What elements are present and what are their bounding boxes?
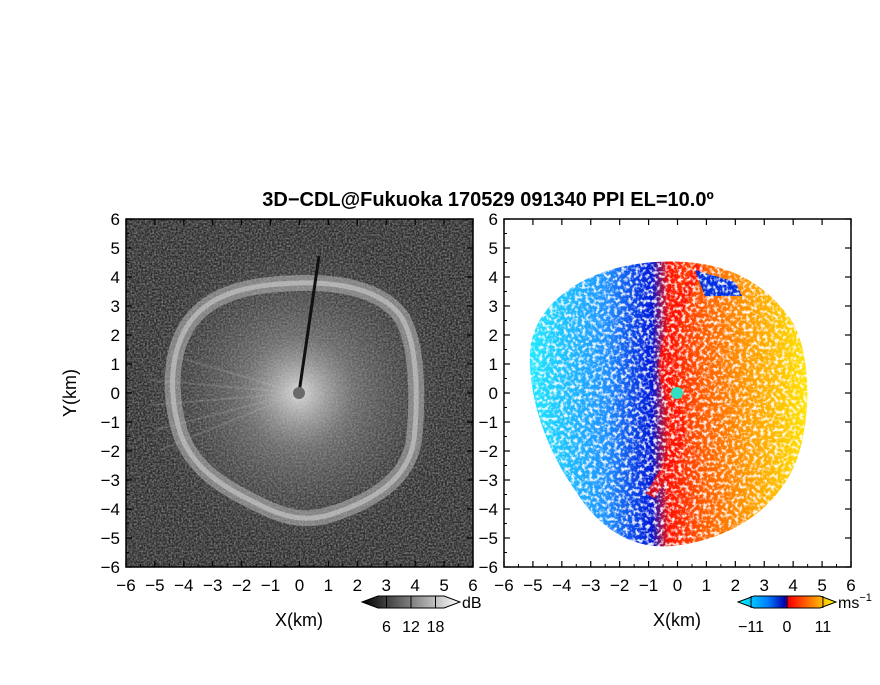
- velocity-unit-exponent: −1: [859, 592, 872, 604]
- velocity-colorbar: −11 0 11 ms−1: [736, 592, 872, 636]
- beam-block-line: [297, 255, 321, 394]
- y-tick-label: −6: [101, 558, 120, 577]
- velocity-radar-site: [671, 387, 683, 399]
- y-tick-label: 0: [111, 384, 120, 403]
- velocity-colorbar-ticks: −11 0 11: [738, 596, 831, 636]
- x-tick-label: −3: [203, 576, 222, 595]
- x-tick-label: −4: [552, 576, 571, 595]
- chart-title: 3D−CDL@Fukuoka 170529 091340 PPI EL=10.0…: [262, 189, 714, 211]
- y-tick-label: 2: [489, 326, 498, 345]
- y-tick-label: 5: [111, 239, 120, 258]
- y-tick-label: −4: [479, 500, 498, 519]
- y-tick-label: −5: [479, 529, 498, 548]
- x-tick-label: 3: [382, 576, 391, 595]
- y-tick-label: 4: [489, 268, 498, 287]
- x-tick-label: 5: [817, 576, 826, 595]
- x-tick-label: 6: [846, 576, 855, 595]
- velocity-colorbar-unit: ms−1: [838, 592, 872, 612]
- colorbar-tick-label: −11: [738, 619, 764, 636]
- y-tick-label: 1: [489, 355, 498, 374]
- velocity-unit-base: ms: [838, 595, 859, 612]
- radial-streaks: [149, 354, 300, 451]
- x-tick-label: 2: [731, 576, 740, 595]
- colorbar-tick-label: 12: [402, 619, 420, 636]
- x-tick-label: 1: [702, 576, 711, 595]
- y-tick-label: −5: [101, 529, 120, 548]
- x-tick-label: −3: [581, 576, 600, 595]
- y-tick-label: −3: [101, 471, 120, 490]
- y-tick-label: 4: [111, 268, 120, 287]
- y-tick-label: 5: [489, 239, 498, 258]
- intensity-colorbar: 6 12 18 dB: [360, 595, 482, 636]
- x-tick-label: 1: [324, 576, 333, 595]
- y-tick-label: −1: [479, 413, 498, 432]
- intensity-xlabel: X(km): [275, 610, 323, 630]
- x-tick-label: −5: [523, 576, 542, 595]
- colorbar-tick-label: 18: [427, 619, 445, 636]
- x-tick-label: −1: [639, 576, 658, 595]
- intensity-colorbar-unit: dB: [462, 595, 482, 612]
- intensity-colorbar-ticks: 6 12 18: [382, 596, 445, 636]
- x-tick-label: −1: [261, 576, 280, 595]
- y-tick-label: −2: [101, 442, 120, 461]
- y-tick-label: −1: [101, 413, 120, 432]
- y-tick-label: 1: [111, 355, 120, 374]
- x-tick-label: 4: [788, 576, 797, 595]
- x-tick-label: −4: [174, 576, 193, 595]
- y-tick-label: −4: [101, 500, 120, 519]
- y-tick-label: 3: [489, 297, 498, 316]
- x-tick-label: −5: [145, 576, 164, 595]
- x-tick-label: 5: [439, 576, 448, 595]
- colorbar-tick-label: 11: [815, 619, 832, 636]
- x-tick-label: 6: [468, 576, 477, 595]
- y-tick-label: 0: [489, 384, 498, 403]
- x-tick-label: 3: [760, 576, 769, 595]
- y-tick-label: −3: [479, 471, 498, 490]
- y-tick-label: 3: [111, 297, 120, 316]
- x-tick-label: −6: [494, 576, 513, 595]
- radar-site-marker: [293, 387, 305, 399]
- intensity-ylabel: Y(km): [60, 369, 80, 417]
- x-tick-label: −2: [232, 576, 251, 595]
- x-tick-label: 0: [673, 576, 682, 595]
- velocity-xlabel: X(km): [653, 610, 701, 630]
- x-tick-label: 2: [353, 576, 362, 595]
- x-tick-label: −2: [610, 576, 629, 595]
- y-tick-label: 2: [111, 326, 120, 345]
- colorbar-tick-label: 0: [783, 619, 792, 636]
- x-tick-label: 4: [410, 576, 419, 595]
- y-tick-label: −6: [479, 558, 498, 577]
- x-tick-label: 0: [295, 576, 304, 595]
- y-tick-label: 6: [111, 210, 120, 229]
- colorbar-tick-label: 6: [382, 619, 391, 636]
- aerosol-ring-core: [170, 280, 419, 521]
- y-tick-label: 6: [489, 210, 498, 229]
- x-tick-label: −6: [116, 576, 135, 595]
- y-tick-label: −2: [479, 442, 498, 461]
